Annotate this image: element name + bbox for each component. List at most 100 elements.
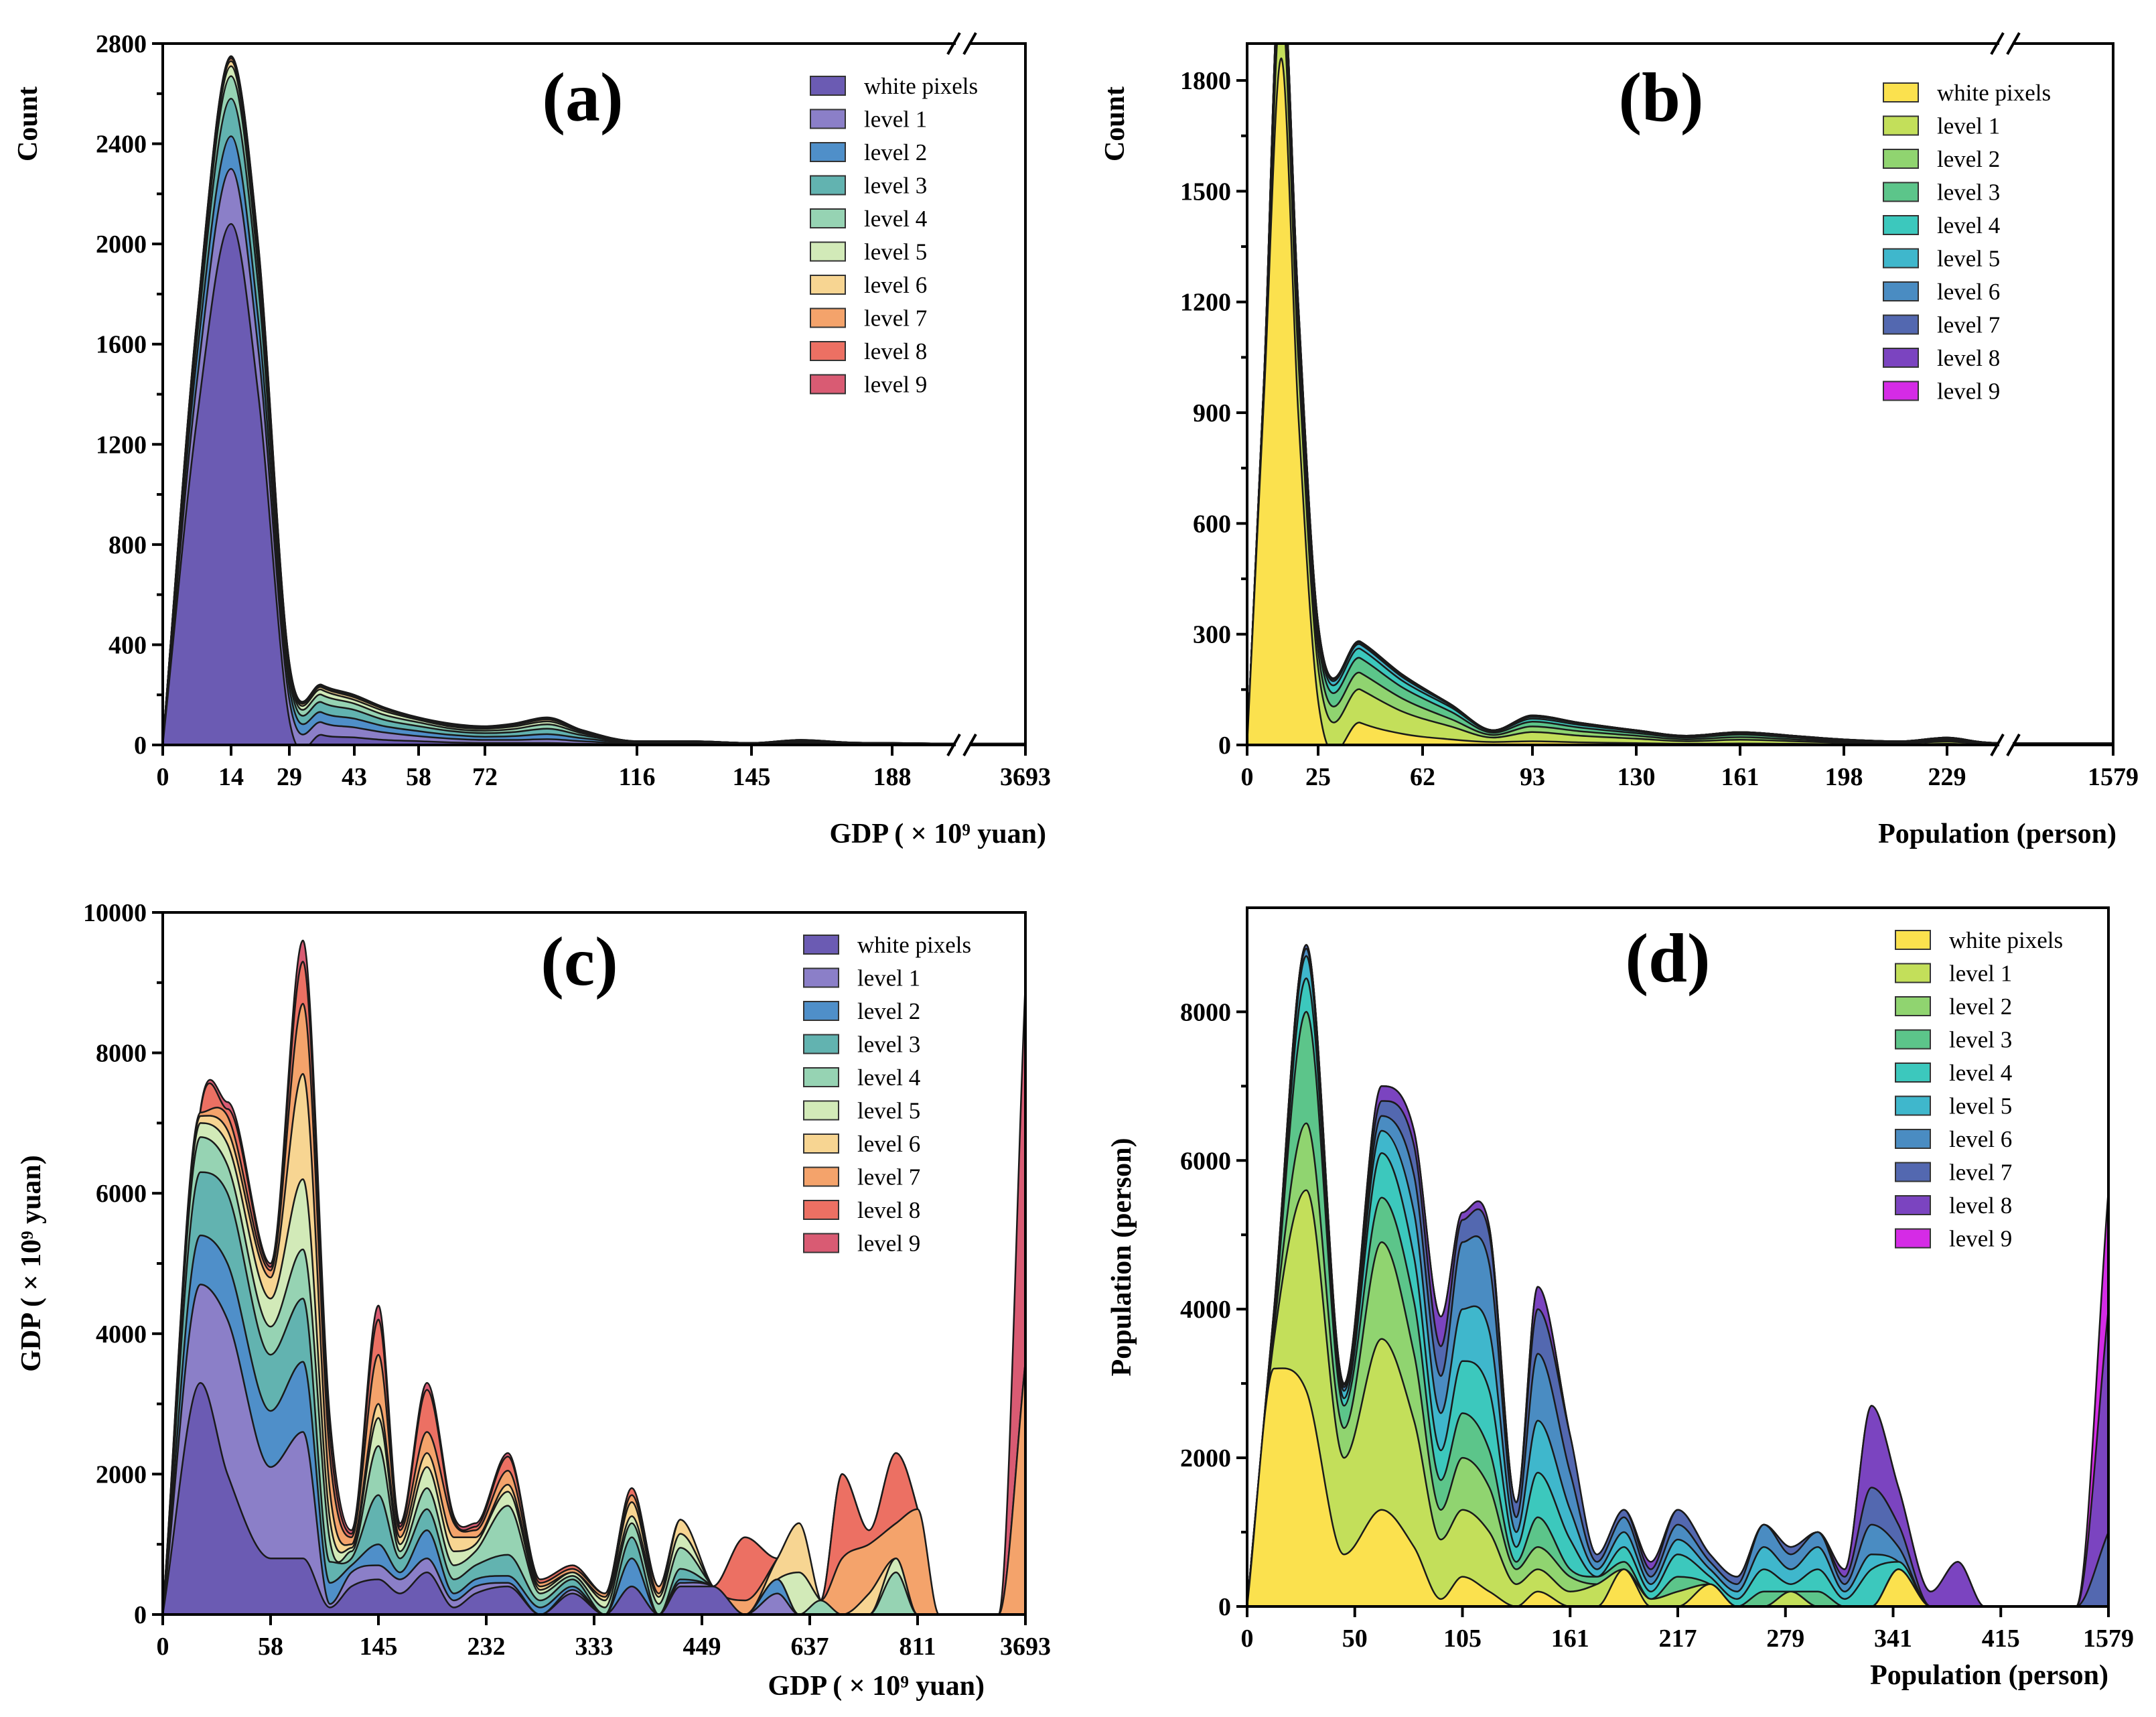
axis-break-gap-top <box>956 36 969 52</box>
legend-swatch-level-8 <box>810 341 846 361</box>
axis-break-mark-bottom <box>2006 734 2021 756</box>
legend-swatch-level-5 <box>810 241 846 262</box>
legend: white pixels level 1 level 2 level 3 level 4… <box>810 73 978 398</box>
x-tick-label: 449 <box>683 1633 721 1661</box>
x-tick-label: 29 <box>277 763 302 791</box>
legend-label-level-1: level 1 <box>1949 961 2012 987</box>
area-layers <box>163 55 1025 745</box>
x-tick-label: 333 <box>575 1633 614 1661</box>
x-tick-label: 415 <box>1982 1625 2020 1653</box>
area-level-3 <box>163 1171 1025 1615</box>
panel-label: (c) <box>541 923 618 1000</box>
legend-label-level-5: level 5 <box>1949 1093 2012 1119</box>
y-tick-label: 400 <box>109 631 147 659</box>
legend-label-level-5: level 5 <box>1937 246 2000 272</box>
legend-swatch-level-7 <box>803 1166 839 1187</box>
legend: white pixels level 1 level 2 level 3 level 4… <box>1883 80 2051 405</box>
area-layers <box>1247 944 2108 1606</box>
x-tick-label: 0 <box>1241 763 1254 791</box>
legend-swatch-level-3 <box>1895 1029 1931 1050</box>
legend-swatch-level-4 <box>803 1067 839 1087</box>
area-level-1 <box>1247 44 2113 745</box>
y-tick-label: 2800 <box>96 30 147 58</box>
legend-swatch-white-pixels <box>1895 930 1931 950</box>
x-tick-label: 145 <box>733 763 771 791</box>
legend-swatch-level-1 <box>810 109 846 129</box>
x-tick-label: 25 <box>1305 763 1331 791</box>
y-tick-label: 800 <box>109 531 147 559</box>
legend-swatch-level-6 <box>803 1134 839 1154</box>
legend-swatch-level-6 <box>1895 1129 1931 1149</box>
legend-label-level-4: level 4 <box>1949 1060 2012 1086</box>
y-tick-label: 6000 <box>96 1180 147 1208</box>
x-tick-label: 161 <box>1721 763 1759 791</box>
x-tick-label: 188 <box>873 763 912 791</box>
legend-label-white-pixels: white pixels <box>1937 80 2051 106</box>
legend: white pixels level 1 level 2 level 3 level 4… <box>1895 927 2063 1252</box>
y-tick-label: 0 <box>1218 1593 1231 1621</box>
legend-swatch-level-5 <box>1895 1095 1931 1116</box>
legend-swatch-level-9 <box>1883 381 1919 401</box>
legend-swatch-white-pixels <box>803 935 839 955</box>
axis-break-gap-bottom <box>956 737 969 753</box>
y-axis-title: Count <box>1100 86 1131 161</box>
legend-label-level-9: level 9 <box>1937 379 2000 405</box>
legend-label-level-8: level 8 <box>1937 345 2000 371</box>
legend-swatch-level-5 <box>1883 248 1919 269</box>
axis-break-mark-bottom <box>962 734 977 756</box>
panel-a: 0 400 800 1200 1600 2000 2400 2800 0 14 29 43 58 72 11… <box>13 30 1051 849</box>
legend-swatch-level-5 <box>803 1100 839 1121</box>
x-tick-label: 1579 <box>2083 1625 2134 1653</box>
legend-label-level-5: level 5 <box>864 239 927 265</box>
legend-swatch-level-7 <box>810 307 846 328</box>
legend-label-level-8: level 8 <box>857 1197 920 1223</box>
x-tick-label: 116 <box>619 763 656 791</box>
x-tick-label: 50 <box>1342 1625 1368 1653</box>
legend-label-level-3: level 3 <box>1949 1027 2012 1053</box>
x-tick-label: 3693 <box>1000 763 1051 791</box>
y-axis-title: GDP ( × 10⁹ yuan) <box>16 1155 47 1372</box>
legend-swatch-level-2 <box>810 142 846 162</box>
legend-swatch-white-pixels <box>1883 82 1919 102</box>
y-axis-title: Count <box>13 86 44 161</box>
x-tick-label: 3693 <box>1000 1633 1051 1661</box>
x-tick-label: 341 <box>1874 1625 1912 1653</box>
axis-break-mark-top <box>962 32 977 55</box>
axis-break-mark-bottom <box>946 734 961 756</box>
legend-label-level-7: level 7 <box>1937 312 2000 338</box>
legend-swatch-level-1 <box>1895 963 1931 983</box>
y-tick-label: 6000 <box>1180 1147 1231 1175</box>
legend-label-level-1: level 1 <box>864 107 927 133</box>
legend-label-level-8: level 8 <box>864 338 927 364</box>
y-tick-label: 2000 <box>96 1460 147 1489</box>
axis-break-gap-top <box>1999 36 2013 52</box>
x-axis-title: Population (person) <box>1878 819 2116 849</box>
x-tick-label: 93 <box>1520 763 1545 791</box>
panel-d: 0 2000 4000 6000 8000 0 50 105 161 217 279 341 415 15… <box>1106 906 2134 1691</box>
panel-c: 0 2000 4000 6000 8000 10000 0 58 145 232 333 449 637… <box>16 899 1051 1702</box>
legend-label-level-2: level 2 <box>1949 993 2012 1020</box>
legend-swatch-white-pixels <box>810 76 846 96</box>
legend-swatch-level-8 <box>803 1200 839 1220</box>
legend-label-level-6: level 6 <box>1949 1126 2012 1152</box>
axis-break-mark-bottom <box>1990 734 2005 756</box>
y-tick-label: 2400 <box>96 131 147 159</box>
legend-swatch-level-9 <box>803 1233 839 1253</box>
legend-swatch-level-8 <box>1883 348 1919 368</box>
legend-swatch-level-1 <box>803 967 839 988</box>
x-tick-label: 161 <box>1551 1625 1589 1653</box>
x-tick-label: 58 <box>406 763 431 791</box>
legend-swatch-level-6 <box>1883 281 1919 301</box>
area-white-pixels <box>1247 1367 2108 1606</box>
legend-label-level-9: level 9 <box>1949 1226 2012 1252</box>
legend-label-level-4: level 4 <box>857 1064 920 1091</box>
panel-label: (b) <box>1618 59 1703 136</box>
y-axis-title: Population (person) <box>1106 1138 1137 1377</box>
x-tick-label: 1579 <box>2088 763 2139 791</box>
legend-label-level-7: level 7 <box>857 1164 920 1190</box>
axis-break-gap-bottom <box>1999 737 2013 753</box>
x-tick-label: 72 <box>472 763 498 791</box>
x-tick-label: 0 <box>1241 1625 1254 1653</box>
y-tick-label: 4000 <box>96 1320 147 1349</box>
y-tick-label: 1200 <box>1180 289 1231 317</box>
